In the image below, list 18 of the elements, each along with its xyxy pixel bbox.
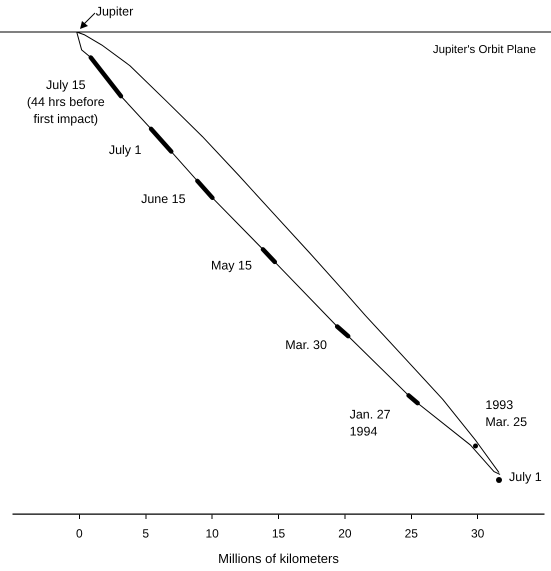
annotation: Jan. 27 1994 (350, 408, 391, 439)
annotation: July 15 (44 hrs before first impact) (26, 78, 105, 126)
x-tick-label: 20 (338, 526, 352, 541)
x-tick-label: 15 (272, 526, 286, 541)
x-tick-label: 30 (470, 526, 485, 541)
annotation: June 15 (141, 192, 186, 206)
annotation: July 1 (108, 142, 142, 157)
x-tick-label: 10 (205, 526, 220, 541)
annotation: 1993 Mar. 25 (485, 398, 528, 430)
annotation: May 15 (210, 258, 252, 273)
annotation: Mar. 30 (285, 338, 328, 352)
x-tick-label: 5 (142, 526, 150, 541)
x-tick-label: 25 (404, 526, 418, 541)
ref-line-label: Jupiter's Orbit Plane (432, 44, 536, 56)
annotation: Jupiter (96, 4, 134, 18)
x-axis-title: Millions of kilometers (218, 550, 340, 566)
annotation: July 1 (509, 470, 542, 484)
x-tick-label: 0 (76, 526, 84, 541)
